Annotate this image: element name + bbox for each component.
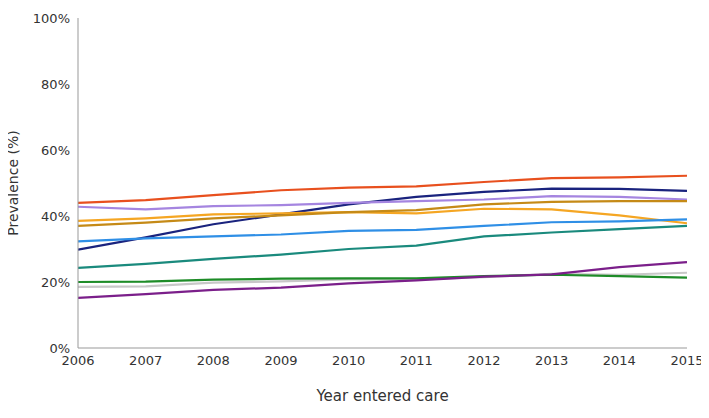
- svg-text:2013: 2013: [535, 353, 568, 368]
- svg-text:Year entered care: Year entered care: [315, 387, 448, 405]
- svg-text:100%: 100%: [33, 11, 70, 26]
- svg-text:2007: 2007: [129, 353, 162, 368]
- svg-text:2014: 2014: [603, 353, 636, 368]
- svg-text:0%: 0%: [49, 341, 70, 356]
- svg-text:Prevalence (%): Prevalence (%): [8, 130, 21, 236]
- svg-text:2006: 2006: [61, 353, 95, 369]
- svg-text:80%: 80%: [41, 77, 70, 92]
- svg-text:20%: 20%: [41, 275, 70, 290]
- svg-text:2010: 2010: [332, 353, 365, 368]
- svg-text:60%: 60%: [41, 143, 70, 158]
- svg-text:2009: 2009: [264, 353, 297, 368]
- svg-text:2008: 2008: [197, 353, 230, 368]
- svg-text:2012: 2012: [467, 353, 500, 368]
- svg-text:2011: 2011: [400, 353, 433, 368]
- svg-text:2015: 2015: [670, 353, 701, 368]
- svg-text:40%: 40%: [41, 209, 70, 224]
